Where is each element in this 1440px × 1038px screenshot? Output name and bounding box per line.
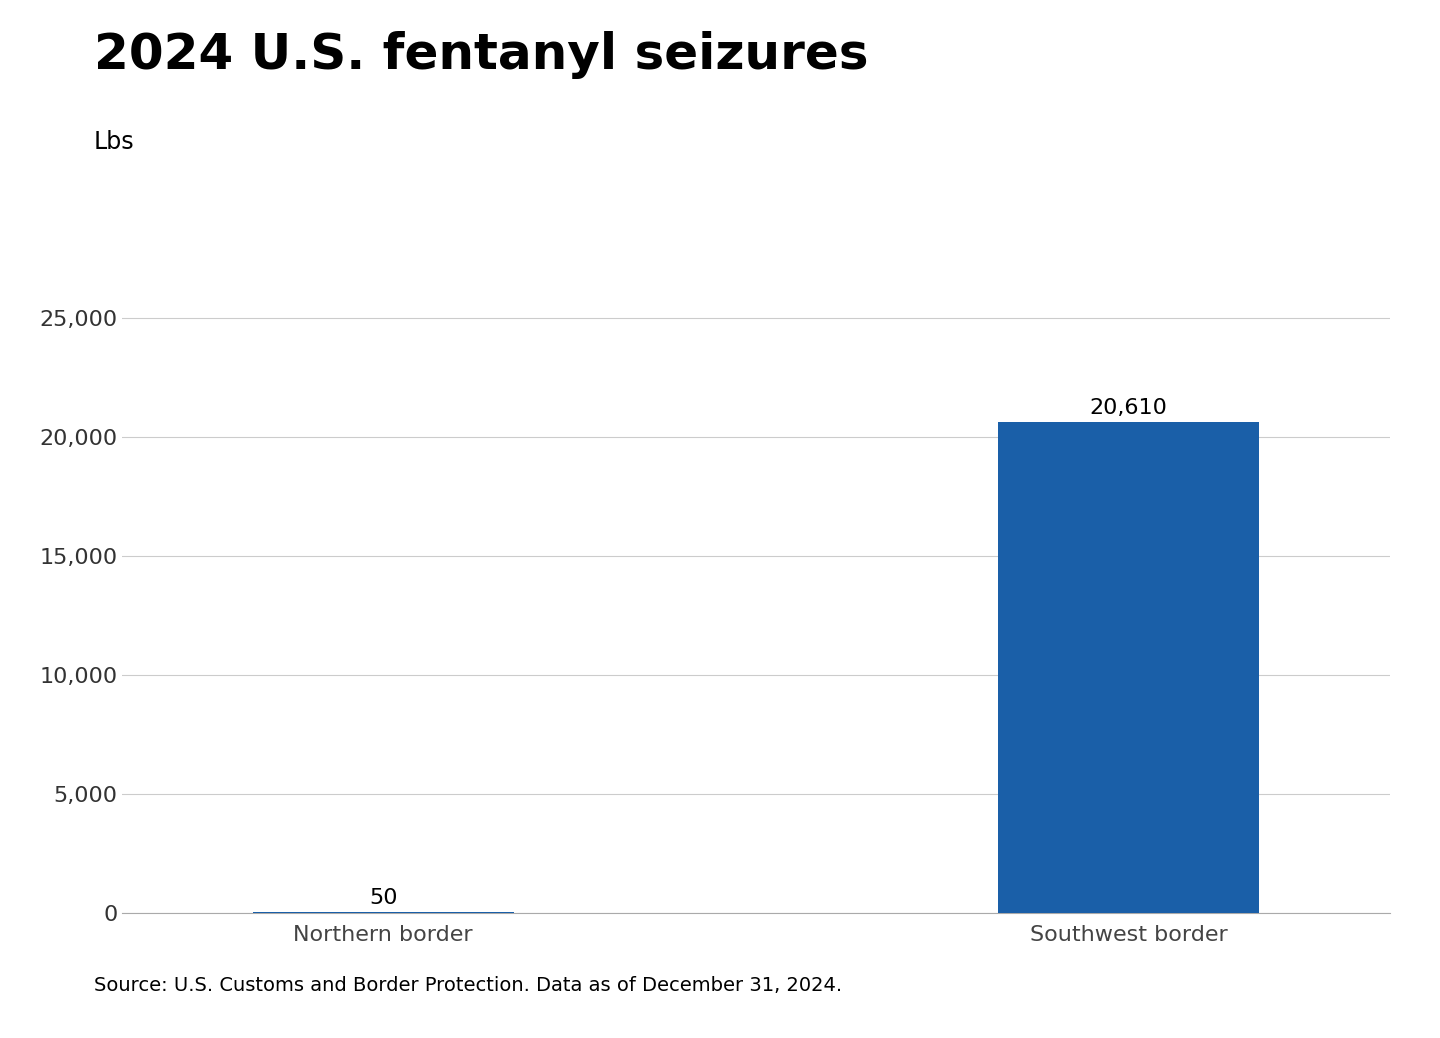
Bar xyxy=(998,422,1259,913)
Text: 20,610: 20,610 xyxy=(1090,398,1168,418)
Text: Lbs: Lbs xyxy=(94,130,134,154)
Text: Source: U.S. Customs and Border Protection. Data as of December 31, 2024.: Source: U.S. Customs and Border Protecti… xyxy=(94,976,842,994)
Bar xyxy=(253,912,514,913)
Text: 2024 U.S. fentanyl seizures: 2024 U.S. fentanyl seizures xyxy=(94,31,868,79)
Text: 50: 50 xyxy=(369,887,397,908)
